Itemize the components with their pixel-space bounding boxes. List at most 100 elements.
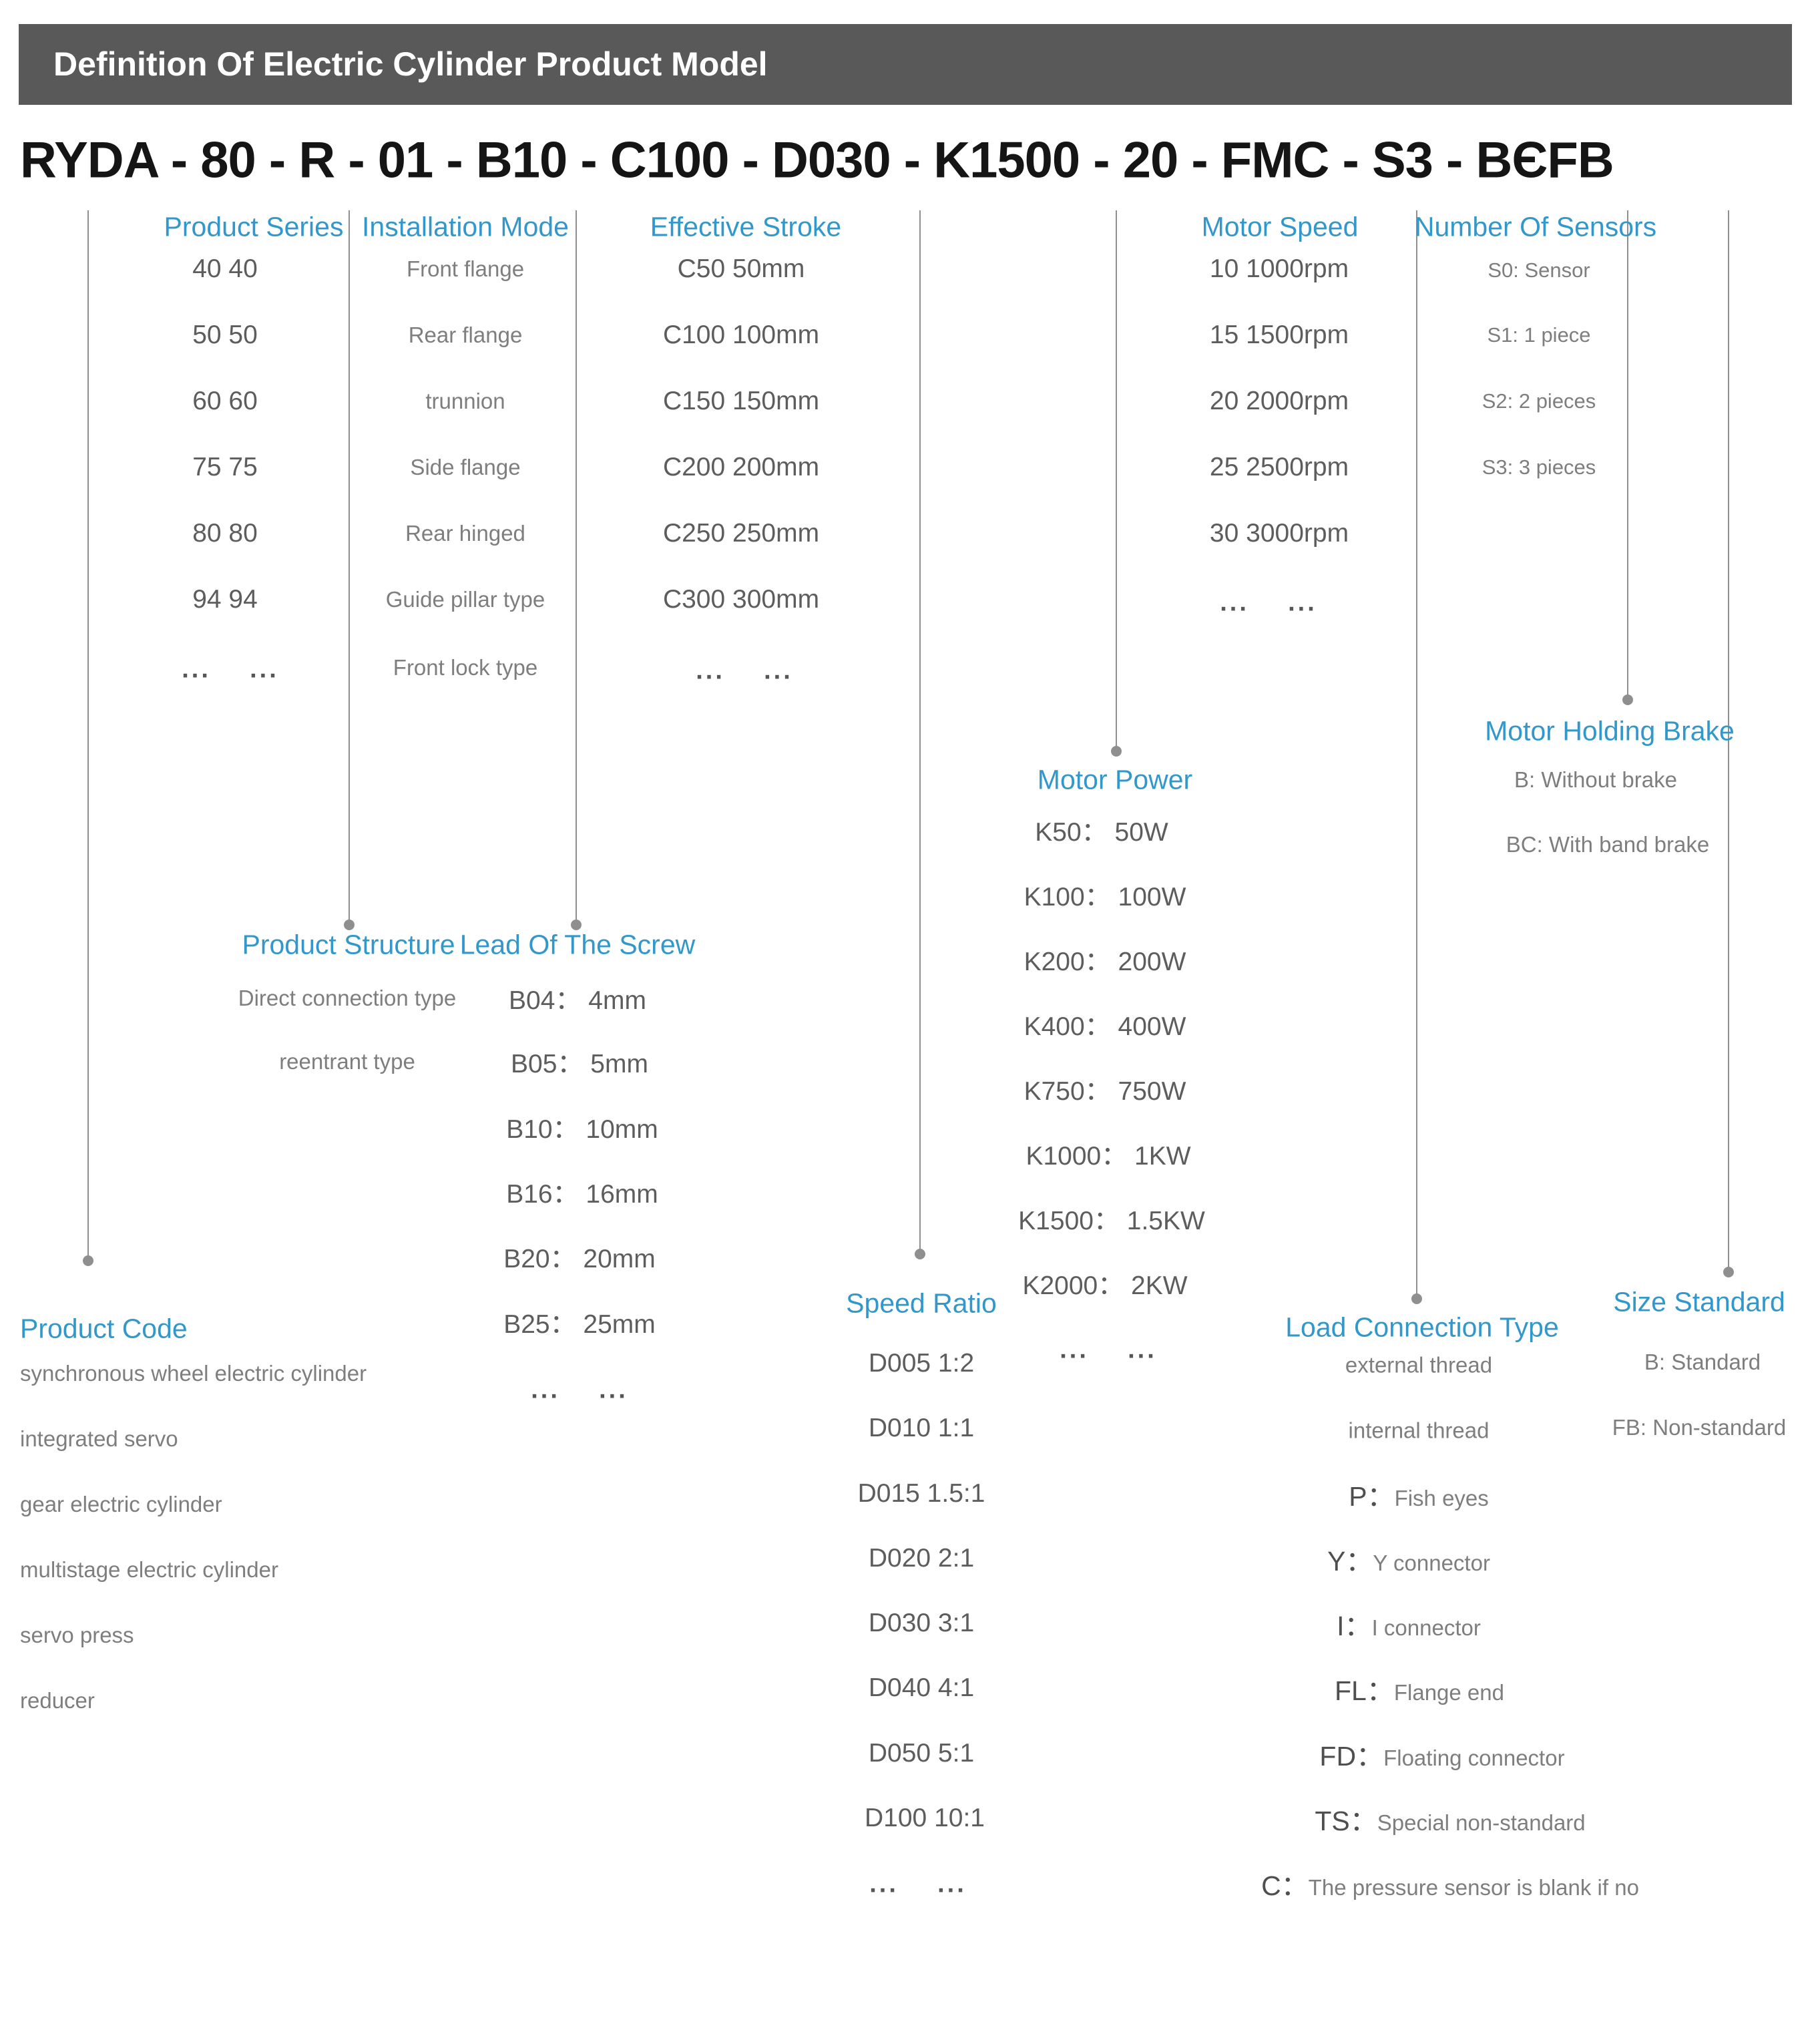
connector-line-speed-ratio bbox=[919, 210, 921, 1254]
list-item: 20 2000rpm bbox=[1209, 387, 1349, 415]
section-title: Motor Power bbox=[1037, 764, 1193, 795]
list-item: K1500： 1.5KW bbox=[1018, 1207, 1205, 1235]
page-title: Definition Of Electric Cylinder Product … bbox=[53, 45, 768, 83]
item-code: FL： bbox=[1335, 1675, 1394, 1706]
list-item: Rear flange bbox=[408, 323, 523, 347]
item-desc: I connector bbox=[1371, 1615, 1481, 1640]
list-item: B: Standard bbox=[1644, 1350, 1761, 1374]
list-item: S2: 2 pieces bbox=[1482, 389, 1596, 413]
ellipsis-row: ... ... bbox=[1220, 588, 1317, 617]
list-item: K2000： 2KW bbox=[1022, 1271, 1188, 1300]
list-item: B04： 4mm bbox=[509, 986, 646, 1015]
list-item: K750： 750W bbox=[1023, 1077, 1186, 1106]
list-item: servo press bbox=[20, 1623, 134, 1647]
list-item: D100 10:1 bbox=[865, 1804, 985, 1832]
list-item: 15 1500rpm bbox=[1209, 321, 1349, 349]
section-title: Product Code bbox=[20, 1313, 188, 1344]
item-code: C： bbox=[1261, 1870, 1309, 1901]
model-code: RYDA - 80 - R - 01 - B10 - C100 - D030 -… bbox=[20, 132, 1614, 189]
list-item: C：The pressure sensor is blank if no bbox=[1261, 1863, 1639, 1903]
list-item: 94 94 bbox=[192, 585, 258, 614]
list-item: S0: Sensor bbox=[1488, 258, 1590, 282]
list-item: Front lock type bbox=[393, 655, 538, 680]
list-item: C200 200mm bbox=[662, 453, 820, 481]
list-item: B: Without brake bbox=[1514, 767, 1677, 792]
list-item: FB: Non-standard bbox=[1612, 1415, 1787, 1440]
section-title: Load Connection Type bbox=[1285, 1311, 1559, 1343]
list-item: K400： 400W bbox=[1023, 1012, 1186, 1041]
ellipsis-row: ... ... bbox=[696, 656, 793, 685]
list-item: S1: 1 piece bbox=[1487, 323, 1591, 347]
item-desc: external thread bbox=[1345, 1352, 1493, 1378]
item-desc: Fish eyes bbox=[1394, 1486, 1489, 1510]
list-item: P：Fish eyes bbox=[1349, 1474, 1489, 1514]
item-desc: The pressure sensor is blank if no bbox=[1308, 1875, 1639, 1900]
section-title: Number Of Sensors bbox=[1414, 211, 1657, 242]
connector-line-product-code bbox=[87, 210, 89, 1261]
list-item: integrated servo bbox=[20, 1426, 178, 1451]
list-item: Side flange bbox=[410, 455, 521, 479]
list-item: D040 4:1 bbox=[868, 1673, 975, 1702]
list-item: trunnion bbox=[425, 389, 505, 413]
item-code: TS： bbox=[1315, 1806, 1377, 1836]
connector-line-lead-of-screw bbox=[576, 210, 577, 925]
list-item: B25： 25mm bbox=[503, 1310, 656, 1339]
list-item: B10： 10mm bbox=[506, 1115, 658, 1144]
connector-line-motor-power bbox=[1116, 210, 1117, 751]
list-item: internal thread bbox=[1349, 1414, 1490, 1445]
list-item: Direct connection type bbox=[238, 986, 457, 1010]
list-item: C250 250mm bbox=[662, 519, 820, 548]
connector-line-product-structure bbox=[349, 210, 350, 925]
item-desc: Floating connector bbox=[1383, 1746, 1565, 1770]
list-item: external thread bbox=[1345, 1348, 1492, 1380]
ellipsis-row: ... ... bbox=[182, 655, 279, 684]
list-item: Y：Y connector bbox=[1327, 1539, 1490, 1579]
list-item: 10 1000rpm bbox=[1209, 254, 1349, 283]
list-item: C50 50mm bbox=[677, 254, 805, 283]
list-item: 25 2500rpm bbox=[1209, 453, 1349, 481]
item-code: I： bbox=[1337, 1611, 1372, 1641]
item-desc: internal thread bbox=[1348, 1418, 1490, 1443]
list-item: I：I connector bbox=[1337, 1603, 1481, 1643]
list-item: 80 80 bbox=[192, 519, 258, 548]
list-item: D030 3:1 bbox=[868, 1609, 975, 1637]
list-item: Rear hinged bbox=[405, 521, 525, 546]
list-item: TS：Special non-standard bbox=[1315, 1798, 1585, 1838]
list-item: B05： 5mm bbox=[511, 1050, 648, 1078]
section-title: Motor Speed bbox=[1201, 211, 1359, 242]
section-title: Size Standard bbox=[1613, 1286, 1785, 1317]
list-item: gear electric cylinder bbox=[20, 1492, 222, 1516]
item-desc: Flange end bbox=[1393, 1680, 1504, 1705]
section-title: Speed Ratio bbox=[846, 1287, 997, 1319]
list-item: B16： 16mm bbox=[506, 1180, 658, 1209]
section-title: Motor Holding Brake bbox=[1485, 715, 1735, 747]
list-item: Front flange bbox=[406, 256, 525, 281]
list-item: 75 75 bbox=[192, 453, 258, 481]
list-item: D020 2:1 bbox=[868, 1544, 975, 1573]
ellipsis-row: ... ... bbox=[869, 1870, 967, 1898]
list-item: reducer bbox=[20, 1688, 95, 1713]
section-title: Product Structure bbox=[242, 929, 455, 960]
list-item: K1000： 1KW bbox=[1026, 1142, 1191, 1171]
item-code: P： bbox=[1349, 1481, 1395, 1512]
list-item: synchronous wheel electric cylinder bbox=[20, 1361, 367, 1386]
list-item: C100 100mm bbox=[662, 321, 820, 349]
list-item: K50： 50W bbox=[1035, 818, 1168, 847]
ellipsis-row: ... ... bbox=[1060, 1336, 1157, 1364]
list-item: Guide pillar type bbox=[385, 587, 545, 612]
connector-line-size-standard bbox=[1728, 210, 1729, 1272]
item-code: Y： bbox=[1327, 1546, 1373, 1577]
section-title: Effective Stroke bbox=[650, 211, 842, 242]
section-title: Lead Of The Screw bbox=[459, 929, 696, 960]
list-item: B20： 20mm bbox=[503, 1245, 656, 1273]
list-item: D005 1:2 bbox=[868, 1349, 975, 1378]
header-bar: Definition Of Electric Cylinder Product … bbox=[19, 24, 1792, 105]
list-item: 40 40 bbox=[192, 254, 258, 283]
list-item: S3: 3 pieces bbox=[1482, 455, 1596, 479]
connector-line-load-connection bbox=[1416, 210, 1417, 1299]
item-desc: Special non-standard bbox=[1377, 1810, 1586, 1835]
item-desc: Y connector bbox=[1373, 1551, 1490, 1575]
list-item: K100： 100W bbox=[1023, 883, 1186, 911]
list-item: D050 5:1 bbox=[868, 1739, 975, 1768]
